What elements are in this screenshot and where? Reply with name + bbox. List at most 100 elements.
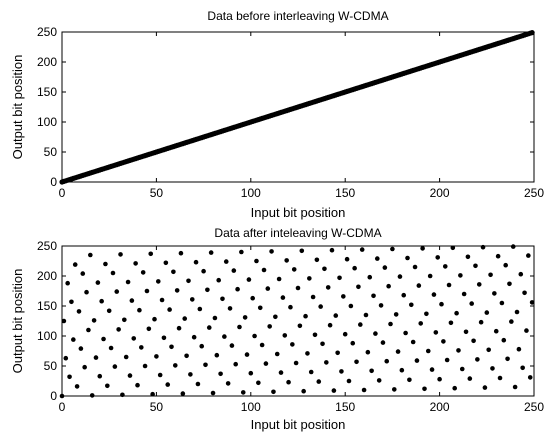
- data-point: [93, 355, 99, 360]
- data-point: [516, 346, 522, 352]
- y-tick-label: 50: [44, 145, 58, 159]
- data-point: [408, 302, 414, 308]
- data-point: [129, 298, 135, 303]
- data-point: [152, 316, 157, 322]
- x-tick-label: 50: [150, 186, 164, 200]
- data-point: [441, 339, 446, 344]
- data-point: [88, 252, 93, 258]
- data-point: [308, 369, 314, 375]
- data-point: [439, 301, 444, 307]
- data-point: [248, 370, 254, 376]
- x-tick-label: 250: [524, 400, 544, 414]
- x-tick-label: 0: [59, 186, 66, 200]
- data-point: [475, 357, 480, 362]
- data-point: [505, 356, 510, 362]
- data-point: [410, 339, 416, 345]
- data-point: [239, 249, 244, 255]
- data-point: [473, 263, 478, 269]
- data-point: [320, 341, 325, 347]
- data-point: [471, 338, 476, 344]
- data-point: [448, 320, 454, 326]
- data-point: [237, 324, 242, 330]
- data-point: [329, 247, 335, 253]
- chart-title: Data after inteleaving W-CDMA: [214, 226, 381, 240]
- data-point: [101, 336, 106, 342]
- data-point: [307, 276, 312, 281]
- data-point: [99, 298, 104, 304]
- data-point: [78, 346, 84, 351]
- data-point: [288, 304, 293, 310]
- data-point: [512, 384, 518, 390]
- data-point: [91, 318, 97, 323]
- y-tick-label: 150: [37, 85, 57, 99]
- data-point: [216, 277, 222, 283]
- y-tick-label: 100: [37, 115, 57, 129]
- data-point: [341, 294, 346, 299]
- data-point: [331, 388, 337, 393]
- data-point: [290, 342, 295, 347]
- data-point: [176, 325, 182, 331]
- data-point: [416, 283, 422, 288]
- data-point: [276, 276, 282, 282]
- data-point: [220, 296, 225, 302]
- data-point: [316, 379, 322, 384]
- data-point: [265, 286, 271, 291]
- data-point: [71, 337, 76, 342]
- x-tick-label: 100: [241, 400, 261, 414]
- data-point: [122, 317, 127, 323]
- data-point: [138, 345, 144, 350]
- data-point: [465, 254, 471, 260]
- data-point: [425, 348, 431, 354]
- data-point: [210, 390, 216, 396]
- data-point: [522, 290, 527, 296]
- data-point: [142, 363, 148, 369]
- data-point: [490, 366, 495, 371]
- data-point: [431, 292, 437, 297]
- y-tick-label: 250: [37, 25, 57, 39]
- data-point: [146, 326, 152, 332]
- data-point: [391, 387, 397, 392]
- data-point: [206, 325, 212, 330]
- data-point: [312, 332, 318, 338]
- data-point: [82, 364, 87, 370]
- data-point: [233, 361, 238, 367]
- data-point: [454, 310, 459, 316]
- data-point: [358, 322, 363, 327]
- data-point: [250, 295, 255, 301]
- y-axis-label: Output bit position: [10, 269, 25, 374]
- data-point: [116, 327, 121, 332]
- data-point: [72, 262, 78, 267]
- data-point: [157, 372, 163, 378]
- data-point: [208, 250, 214, 255]
- data-point: [429, 367, 435, 372]
- data-point: [261, 267, 267, 273]
- data-point: [518, 271, 524, 277]
- y-tick-label: 250: [37, 239, 57, 253]
- data-point: [529, 300, 535, 305]
- data-point: [480, 244, 486, 250]
- data-point: [286, 379, 291, 385]
- data-point: [359, 247, 365, 252]
- data-point: [310, 294, 316, 300]
- chart-top: Data before interleaving W-CDMA 0 50 100 15…: [10, 9, 544, 220]
- x-tick-label: 0: [59, 400, 66, 414]
- data-point: [182, 316, 188, 321]
- data-point: [189, 297, 195, 302]
- data-point: [386, 283, 391, 289]
- data-point: [199, 343, 205, 349]
- data-point: [337, 275, 342, 281]
- data-point: [291, 267, 297, 272]
- data-point: [205, 287, 210, 293]
- data-point: [229, 343, 235, 348]
- data-point: [197, 306, 203, 312]
- data-point: [444, 357, 450, 363]
- data-point: [514, 309, 520, 315]
- data-point: [393, 312, 399, 317]
- data-point: [452, 385, 458, 391]
- data-point: [257, 305, 263, 311]
- data-point: [507, 281, 512, 287]
- data-points: [59, 244, 535, 399]
- data-point: [324, 360, 329, 365]
- data-point: [133, 261, 138, 266]
- data-point: [322, 266, 327, 272]
